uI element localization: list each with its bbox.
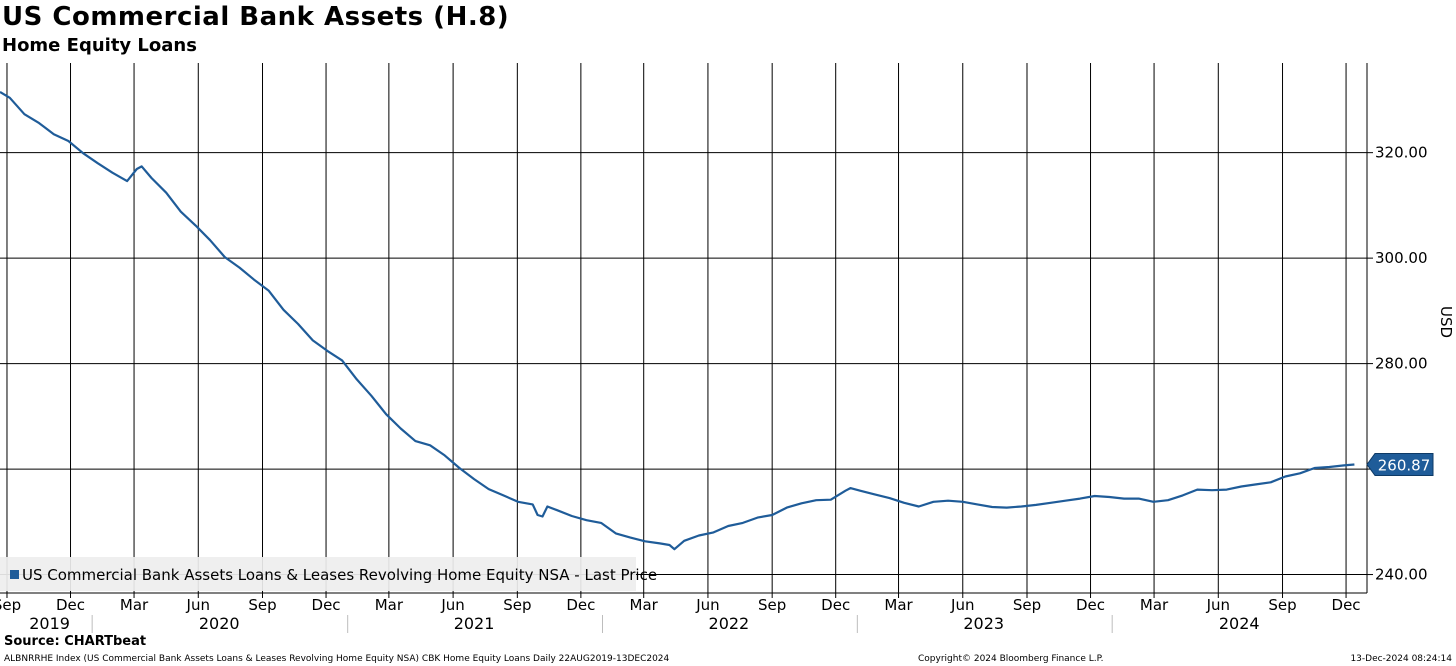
x-tick-label: Mar	[884, 596, 913, 614]
x-year-label: 2022	[709, 614, 750, 633]
series-line	[0, 91, 1355, 551]
legend-swatch	[10, 570, 19, 579]
chart-title: US Commercial Bank Assets (H.8)	[2, 2, 510, 32]
x-tick-label: Dec	[1332, 596, 1361, 614]
x-tick-label: Dec	[1076, 596, 1105, 614]
x-tick-label: Dec	[56, 596, 85, 614]
x-tick-label: Mar	[630, 596, 659, 614]
x-tick-label: Jun	[695, 596, 719, 614]
series-description: ALBNRRHE Index (US Commercial Bank Asset…	[4, 654, 670, 664]
x-tick-label: Sep	[1268, 596, 1296, 614]
timestamp: 13-Dec-2024 08:24:14	[1350, 654, 1452, 664]
x-year-label: 2019	[29, 614, 70, 633]
y-tick-label: 280.00	[1375, 355, 1428, 373]
x-tick-label: Sep	[758, 596, 786, 614]
x-year-label: 2020	[199, 614, 240, 633]
x-tick-label: Mar	[120, 596, 149, 614]
x-tick-label: Dec	[821, 596, 850, 614]
legend-label: US Commercial Bank Assets Loans & Leases…	[22, 566, 657, 584]
x-tick-label: Dec	[312, 596, 341, 614]
chart-subtitle: Home Equity Loans	[2, 35, 197, 56]
x-tick-label: Sep	[1013, 596, 1041, 614]
x-year-label: 2023	[963, 614, 1004, 633]
source-note: Source: CHARTbeat	[4, 634, 147, 649]
x-tick-label: Jun	[950, 596, 974, 614]
x-tick-label: Mar	[375, 596, 404, 614]
x-year-label: 2024	[1219, 614, 1260, 633]
x-tick-label: Jun	[1206, 596, 1230, 614]
legend-box	[0, 557, 636, 591]
x-tick-label: Sep	[0, 596, 21, 614]
x-tick-label: Mar	[1140, 596, 1169, 614]
x-tick-label: Jun	[440, 596, 464, 614]
x-tick-label: Dec	[566, 596, 595, 614]
plot-area	[0, 63, 1367, 593]
y-axis-title: USD	[1437, 306, 1455, 338]
x-tick-label: Sep	[248, 596, 276, 614]
last-price-label: 260.87	[1378, 456, 1431, 474]
last-price-tag	[1366, 452, 1434, 476]
y-tick-label: 320.00	[1375, 144, 1428, 162]
y-tick-label: 240.00	[1375, 566, 1428, 584]
x-tick-label: Sep	[503, 596, 531, 614]
copyright-note: Copyright© 2024 Bloomberg Finance L.P.	[918, 654, 1104, 664]
x-tick-label: Jun	[186, 596, 210, 614]
y-tick-label: 300.00	[1375, 249, 1428, 267]
x-year-label: 2021	[454, 614, 495, 633]
